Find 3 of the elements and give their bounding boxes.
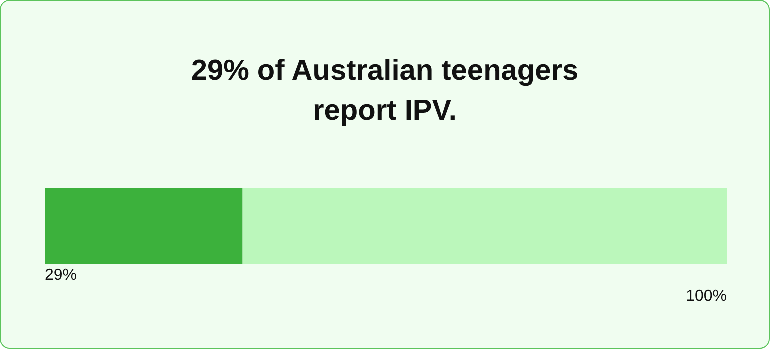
chart-title: 29% of Australian teenagers report IPV. xyxy=(190,54,580,129)
total-label: 100% xyxy=(686,288,727,305)
data-label: 29% xyxy=(45,267,78,284)
